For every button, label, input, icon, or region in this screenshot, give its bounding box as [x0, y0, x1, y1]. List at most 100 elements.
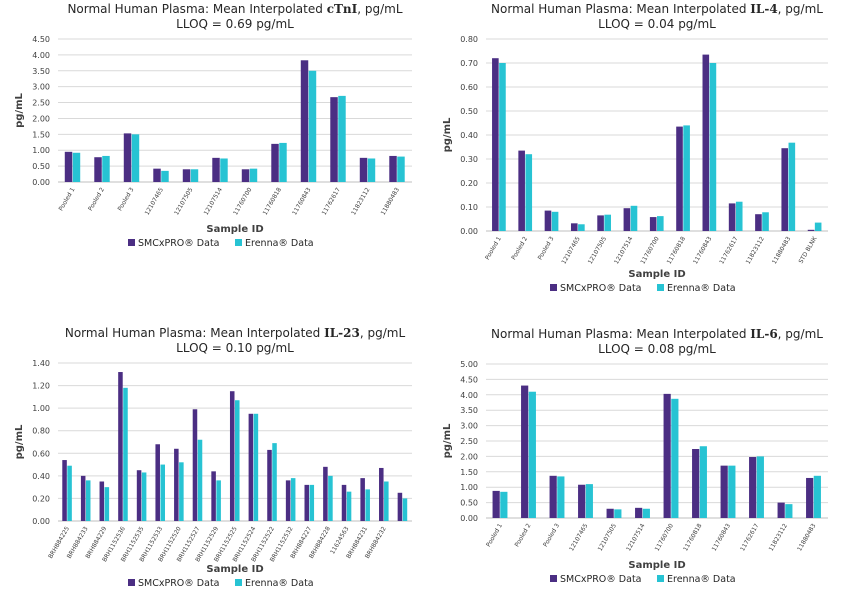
bar-erenna	[756, 456, 764, 518]
chart-title-prefix: Normal Human Plasma: Mean Interpolated	[491, 327, 750, 341]
bar-erenna	[735, 201, 743, 231]
bar-erenna	[290, 478, 296, 521]
x-tick-label: 12107514	[203, 186, 224, 216]
y-tick-label: 0.50	[32, 162, 50, 171]
bar-smcxpro	[692, 449, 700, 518]
bar-erenna	[614, 509, 622, 518]
bar-smcxpro	[749, 457, 757, 518]
y-tick-label: 0.80	[32, 427, 50, 436]
x-axis-label: Sample ID	[628, 269, 685, 280]
legend-label: Erenna® Data	[245, 238, 314, 249]
bar-smcxpro	[492, 58, 499, 232]
bar-smcxpro	[212, 157, 220, 182]
legend-label: SMCxPRO® Data	[138, 578, 220, 589]
legend-swatch	[657, 284, 664, 291]
bar-smcxpro	[241, 169, 250, 182]
chart-title-analyte: IL-6	[750, 327, 777, 341]
bar-smcxpro	[606, 508, 614, 518]
y-tick-label: 0.60	[460, 83, 478, 92]
chart-title-suffix: , pg/mL	[778, 327, 824, 341]
x-tick-label: 11760700	[232, 186, 253, 216]
bar-erenna	[642, 508, 650, 518]
bar-smcxpro	[267, 449, 272, 521]
chart-subtitle: LLOQ = 0.08 pg/mL	[598, 342, 716, 356]
y-tick-label: 0.50	[460, 107, 478, 116]
y-tick-label: 0.20	[460, 179, 478, 188]
y-tick-label: 0.10	[460, 203, 478, 212]
x-tick-label: 11823112	[768, 522, 789, 552]
y-tick-label: 1.20	[32, 382, 50, 391]
x-tick-label: Pooled 2	[87, 186, 106, 212]
legend-label: Erenna® Data	[245, 578, 314, 589]
bar-smcxpro	[136, 470, 142, 521]
x-tick-label: 11762617	[321, 186, 342, 216]
bar-smcxpro	[492, 490, 500, 518]
y-tick-label: 4.00	[460, 391, 478, 400]
y-tick-label: 0.30	[460, 155, 478, 164]
bar-smcxpro	[360, 478, 365, 521]
bar-erenna	[785, 504, 793, 518]
bar-smcxpro	[676, 126, 683, 231]
chart-title-suffix: , pg/mL	[778, 2, 824, 16]
y-tick-label: 0.40	[32, 472, 50, 481]
y-tick-label: 3.00	[32, 83, 50, 92]
chart-title-analyte: cTnI	[327, 2, 358, 16]
bar-erenna	[397, 156, 405, 182]
chart-title-suffix: , pg/mL	[357, 2, 403, 16]
y-tick-label: 0.50	[460, 499, 478, 508]
bar-smcxpro	[192, 409, 198, 521]
y-tick-label: 3.50	[32, 67, 50, 76]
chart-subtitle: LLOQ = 0.10 pg/mL	[176, 341, 294, 355]
bar-smcxpro	[720, 465, 728, 518]
bar-erenna	[728, 465, 736, 518]
chart-il23: Normal Human Plasma: Mean Interpolated I…	[14, 326, 412, 589]
bar-smcxpro	[80, 475, 86, 521]
y-tick-label: 4.50	[460, 375, 478, 384]
x-tick-label: 11880483	[796, 522, 817, 552]
legend-swatch	[550, 284, 557, 291]
y-axis-label: pg/mL	[14, 424, 25, 459]
bar-erenna	[72, 152, 81, 182]
legend-label: Erenna® Data	[667, 283, 736, 294]
bar-erenna	[499, 63, 506, 231]
bar-smcxpro	[623, 208, 631, 231]
chart-il4: Normal Human Plasma: Mean Interpolated I…	[442, 2, 828, 294]
y-tick-label: 2.00	[460, 452, 478, 461]
bar-smcxpro	[118, 372, 123, 521]
x-tick-label: 12107514	[613, 235, 634, 265]
x-tick-label: 12107505	[173, 186, 194, 216]
bar-erenna	[104, 487, 110, 521]
bar-smcxpro	[397, 492, 403, 521]
x-tick-label: 11760700	[639, 235, 660, 265]
chart-title: Normal Human Plasma: Mean Interpolated I…	[65, 326, 406, 340]
x-tick-label: 11880483	[380, 186, 401, 216]
chart-title: Normal Human Plasma: Mean Interpolated c…	[67, 2, 402, 16]
legend-label: SMCxPRO® Data	[560, 283, 642, 294]
legend-swatch	[235, 239, 242, 246]
bar-smcxpro	[341, 484, 347, 521]
bar-erenna	[346, 491, 352, 521]
bar-erenna	[328, 475, 333, 521]
bar-erenna	[123, 387, 128, 521]
bar-erenna	[384, 481, 389, 521]
bar-smcxpro	[570, 223, 578, 231]
legend-swatch	[128, 239, 135, 246]
x-tick-label: 11823112	[745, 235, 766, 265]
x-tick-label: Pooled 3	[542, 522, 561, 548]
bar-erenna	[500, 491, 508, 518]
bar-erenna	[604, 214, 611, 231]
y-tick-label: 1.50	[460, 468, 478, 477]
bar-erenna	[813, 475, 821, 518]
bar-smcxpro	[544, 210, 552, 231]
y-tick-label: 1.00	[460, 483, 478, 492]
y-tick-label: 2.00	[32, 114, 50, 123]
bar-smcxpro	[755, 214, 762, 231]
x-tick-label: 12107505	[597, 522, 618, 552]
bar-erenna	[367, 158, 376, 182]
bar-erenna	[402, 498, 408, 521]
x-tick-label: Pooled 1	[58, 186, 77, 212]
bar-smcxpro	[777, 502, 785, 518]
bar-erenna	[365, 489, 370, 521]
y-tick-label: 0.00	[32, 517, 50, 526]
legend-label: SMCxPRO® Data	[138, 238, 220, 249]
